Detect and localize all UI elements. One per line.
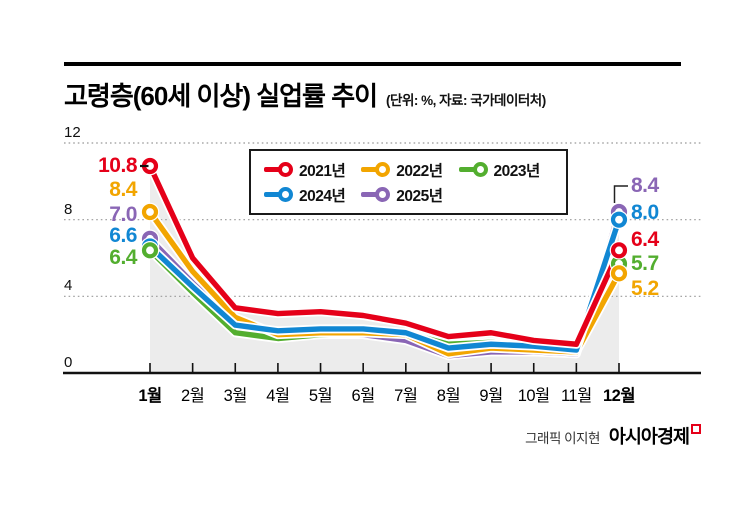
y-tick-label-4: 4 — [64, 277, 73, 295]
dec-value-label-2023년: 5.7 — [631, 252, 659, 275]
legend-item-2022년: 2022년 — [361, 159, 443, 181]
credit-author: 그래픽 이지현 — [525, 431, 600, 446]
credit-line: 그래픽 이지현 아시아경제 — [525, 423, 701, 449]
month-label-1: 1월 — [138, 387, 162, 405]
legend-box: 2021년 2022년 2023년 2024년 2025년 — [249, 149, 568, 215]
y-tick-label-12: 12 — [64, 123, 81, 141]
jan-value-label-2022년: 8.4 — [109, 178, 137, 201]
page-title: 고령층(60세 이상) 실업률 추이 — [64, 81, 378, 111]
jan-value-label-2023년: 6.4 — [109, 246, 137, 269]
line-2024년 — [147, 216, 622, 353]
legend-line-icon — [264, 167, 281, 172]
label-elbow-connector — [613, 185, 628, 203]
legend-item-2024년: 2024년 — [264, 184, 346, 206]
top-divider-rule — [64, 62, 681, 66]
dec-value-label-2022년: 5.2 — [631, 277, 659, 300]
legend-ring-icon — [278, 187, 293, 202]
unit-source-note: (단위: %, 자료: 국가데이터처) — [386, 93, 546, 108]
month-label-7: 7월 — [394, 387, 418, 405]
header: 고령층(60세 이상) 실업률 추이 (단위: %, 자료: 국가데이터처) — [64, 76, 546, 113]
brand-logo: 아시아경제 — [608, 426, 690, 447]
month-label-11: 11월 — [560, 387, 592, 405]
jan-value-label-2024년: 6.6 — [109, 224, 137, 247]
legend-item-2025년: 2025년 — [361, 184, 443, 206]
month-label-9: 9월 — [479, 387, 503, 405]
legend-label: 2021년 — [299, 162, 346, 180]
legend-row-2: 2024년 2025년 — [264, 182, 556, 207]
y-tick-label-0: 0 — [64, 354, 73, 371]
legend-line-icon — [361, 167, 379, 172]
jan-value-label-2025년: 7.0 — [109, 203, 137, 226]
line-2021년 — [147, 163, 622, 347]
brand-logo-mark-icon — [691, 424, 701, 434]
dec-value-label-2025년: 8.4 — [631, 174, 659, 197]
legend-ring-icon — [278, 162, 293, 177]
marker-dec-2024년 — [610, 211, 628, 228]
marker-jan-2022년 — [141, 203, 159, 221]
legend-item-2021년: 2021년 — [264, 159, 346, 181]
y-tick-label-8: 8 — [64, 200, 73, 218]
dec-value-label-2024년: 8.0 — [631, 201, 659, 224]
marker-jan-2023년 — [141, 242, 159, 259]
legend-label: 2024년 — [299, 187, 346, 205]
legend-row-1: 2021년 2022년 2023년 — [264, 157, 556, 182]
month-label-3: 3월 — [223, 387, 248, 405]
month-label-8: 8월 — [436, 387, 461, 405]
legend-ring-icon — [472, 162, 488, 177]
month-label-5: 5월 — [308, 387, 333, 405]
legend-label: 2025년 — [396, 187, 443, 205]
legend-line-icon — [458, 167, 476, 172]
month-label-4: 4월 — [266, 387, 290, 405]
month-label-2: 2월 — [180, 387, 205, 405]
legend-ring-icon — [375, 162, 391, 177]
jan-value-label-2021년: 10.8 — [98, 154, 137, 177]
month-label-10: 10월 — [517, 387, 551, 405]
legend-label: 2022년 — [396, 162, 443, 180]
seasonal-envelope-band — [150, 165, 619, 373]
legend-item-2023년: 2023년 — [458, 159, 541, 181]
legend-line-icon — [264, 192, 281, 197]
legend-label: 2023년 — [493, 162, 541, 180]
legend-ring-icon — [375, 187, 391, 202]
marker-dec-2021년 — [610, 242, 628, 259]
legend-line-icon — [361, 192, 379, 197]
dec-value-label-2021년: 6.4 — [631, 228, 659, 251]
month-label-6: 6월 — [351, 387, 375, 405]
marker-dec-2022년 — [610, 265, 628, 282]
month-label-12: 12월 — [602, 387, 636, 405]
